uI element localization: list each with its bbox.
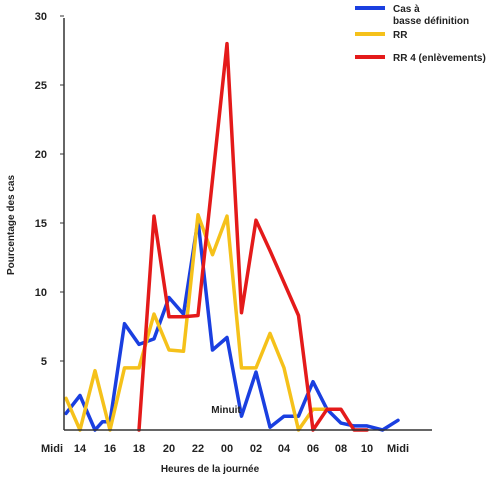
series-rr-line — [64, 212, 329, 432]
x-tick-label: 02 — [250, 443, 262, 455]
series-rr4-line — [137, 41, 369, 432]
x-tick-label: 06 — [307, 443, 319, 455]
y-tick-label: 10 — [35, 287, 47, 299]
x-tick-label: 08 — [335, 443, 347, 455]
x-tick-label: 16 — [104, 443, 116, 455]
x-tick-label: 04 — [278, 443, 291, 455]
midnight-annotation: Minuit — [211, 405, 241, 416]
y-tick-label: 5 — [41, 356, 47, 368]
x-tick-label: 00 — [221, 443, 233, 455]
x-tick-label: 10 — [361, 443, 373, 455]
legend-label-rr: RR — [393, 30, 408, 41]
series-layer — [64, 41, 400, 432]
x-tick-label: 18 — [133, 443, 145, 455]
legend: Cas à basse définition RR RR 4 (enlèveme… — [355, 4, 486, 64]
y-tick-label: 25 — [35, 80, 47, 92]
y-tick-labels: 30 25 20 15 10 5 — [35, 11, 64, 368]
x-axis-title: Heures de la journée — [161, 464, 260, 475]
series-low-definition-line — [64, 218, 400, 432]
y-axis-title: Pourcentage des cas — [6, 175, 17, 275]
legend-label-low-definition: Cas à basse définition — [393, 4, 469, 27]
y-tick-label: 15 — [35, 218, 47, 230]
x-tick-label: Midi — [387, 443, 409, 455]
x-tick-label: 14 — [74, 443, 87, 455]
x-tick-label: Midi — [41, 443, 63, 455]
x-tick-label: 22 — [192, 443, 204, 455]
x-tick-label: 20 — [163, 443, 175, 455]
y-tick-label: 30 — [35, 11, 47, 23]
legend-label-rr4: RR 4 (enlèvements) — [393, 53, 486, 64]
x-tick-labels: Midi 14 16 18 20 22 00 02 04 06 08 10 Midi — [41, 443, 409, 455]
y-tick-label: 20 — [35, 149, 47, 161]
